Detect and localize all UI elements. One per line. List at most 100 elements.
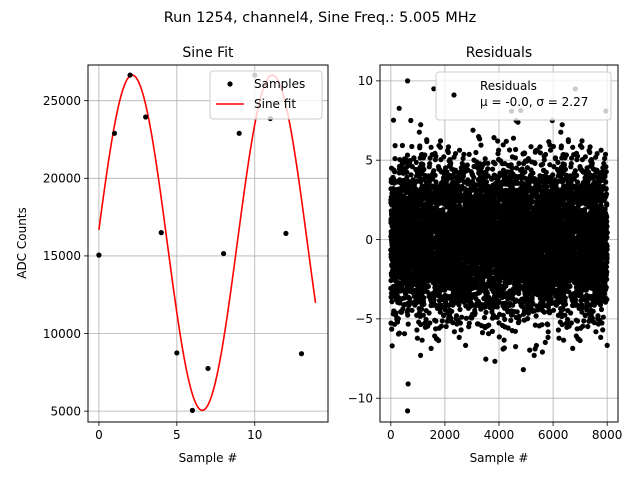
- residual-point: [417, 143, 423, 149]
- sample-point: [283, 230, 289, 237]
- legend-samples-marker: [227, 81, 233, 87]
- residual-point: [512, 328, 519, 334]
- residual-point: [427, 320, 433, 326]
- residual-point: [443, 323, 449, 330]
- residual-point: [436, 337, 442, 344]
- residual-point: [482, 156, 488, 162]
- residual-point: [453, 313, 460, 319]
- residual-point: [489, 328, 495, 334]
- residual-point: [496, 334, 502, 340]
- residual-point: [407, 296, 413, 302]
- residual-point: [431, 297, 437, 303]
- sine-fit-frame: [87, 64, 329, 423]
- residual-point: [452, 151, 459, 157]
- residual-point: [471, 174, 477, 180]
- sine-fit-title: Sine Fit: [182, 45, 234, 61]
- residual-point: [405, 321, 411, 327]
- residual-point: [419, 337, 425, 343]
- residual-point: [516, 318, 522, 324]
- residual-point: [419, 306, 425, 312]
- residuals-title: Residuals: [466, 45, 532, 61]
- sample-point: [158, 230, 164, 236]
- residual-point: [477, 136, 483, 142]
- residual-point: [502, 316, 508, 322]
- residual-point: [431, 168, 437, 174]
- sine-fit-line: [98, 74, 317, 412]
- sample-point: [127, 72, 133, 78]
- sample-point: [96, 252, 102, 258]
- sine-fit-ytick-label: 20000: [43, 172, 81, 186]
- residual-point: [425, 283, 431, 289]
- residual-point: [492, 358, 498, 364]
- residual-point: [485, 160, 491, 166]
- residual-point: [427, 161, 433, 167]
- sine-fit-legend-box: [209, 70, 323, 120]
- sine-fit-ytick-label: 15000: [43, 249, 81, 263]
- residual-point: [433, 179, 439, 185]
- residual-point: [408, 172, 414, 178]
- sample-point: [220, 250, 227, 257]
- residual-point: [459, 314, 465, 320]
- residual-point: [428, 345, 434, 351]
- residual-point: [448, 160, 454, 166]
- residual-point: [426, 310, 432, 316]
- residual-point: [433, 318, 439, 324]
- residual-point: [466, 320, 472, 326]
- residual-point: [473, 149, 479, 156]
- residual-point: [437, 144, 443, 150]
- residual-point: [445, 149, 451, 155]
- residual-point: [514, 309, 520, 315]
- residual-point: [423, 316, 429, 323]
- residual-point: [513, 146, 519, 153]
- sample-point: [189, 407, 196, 413]
- legend-sine-fit-label: Sine fit: [254, 97, 296, 111]
- residual-point: [449, 308, 455, 314]
- residual-point: [512, 155, 519, 161]
- residual-point: [409, 282, 415, 288]
- residual-point: [404, 169, 410, 175]
- sample-point: [205, 365, 211, 372]
- residual-point: [420, 312, 426, 318]
- residual-point: [395, 316, 401, 322]
- residual-point: [392, 143, 398, 149]
- sine-fit-xlabel: Sample #: [179, 451, 238, 465]
- residual-point: [416, 129, 422, 135]
- residual-point: [445, 144, 452, 150]
- residual-point: [494, 304, 500, 310]
- residual-points: [388, 78, 610, 414]
- sine-fit-xtick-label: 0: [95, 428, 103, 442]
- residual-point: [481, 314, 488, 321]
- residual-point: [401, 331, 408, 337]
- sample-point: [111, 130, 118, 136]
- residual-point: [457, 147, 463, 153]
- residual-point: [472, 310, 478, 316]
- residual-point: [438, 323, 444, 329]
- residual-point: [390, 117, 397, 123]
- residual-point: [485, 166, 491, 172]
- residual-point: [437, 138, 444, 144]
- residual-point: [457, 306, 463, 313]
- residual-point: [492, 161, 498, 167]
- residual-point: [399, 142, 405, 149]
- residual-point: [451, 329, 457, 335]
- residual-point: [424, 138, 430, 145]
- residual-point: [404, 174, 410, 180]
- residual-point: [483, 356, 489, 362]
- residual-point: [396, 330, 402, 336]
- residual-point: [420, 161, 426, 167]
- sample-point: [298, 351, 305, 357]
- residual-point: [422, 152, 428, 158]
- residual-point: [438, 305, 444, 311]
- sample-point: [174, 350, 180, 356]
- residual-point: [458, 327, 464, 333]
- residual-point: [486, 322, 492, 328]
- residual-point: [433, 153, 439, 159]
- residual-point: [401, 177, 407, 183]
- residual-point: [411, 155, 417, 161]
- residual-point: [503, 138, 509, 144]
- residual-point: [396, 105, 402, 111]
